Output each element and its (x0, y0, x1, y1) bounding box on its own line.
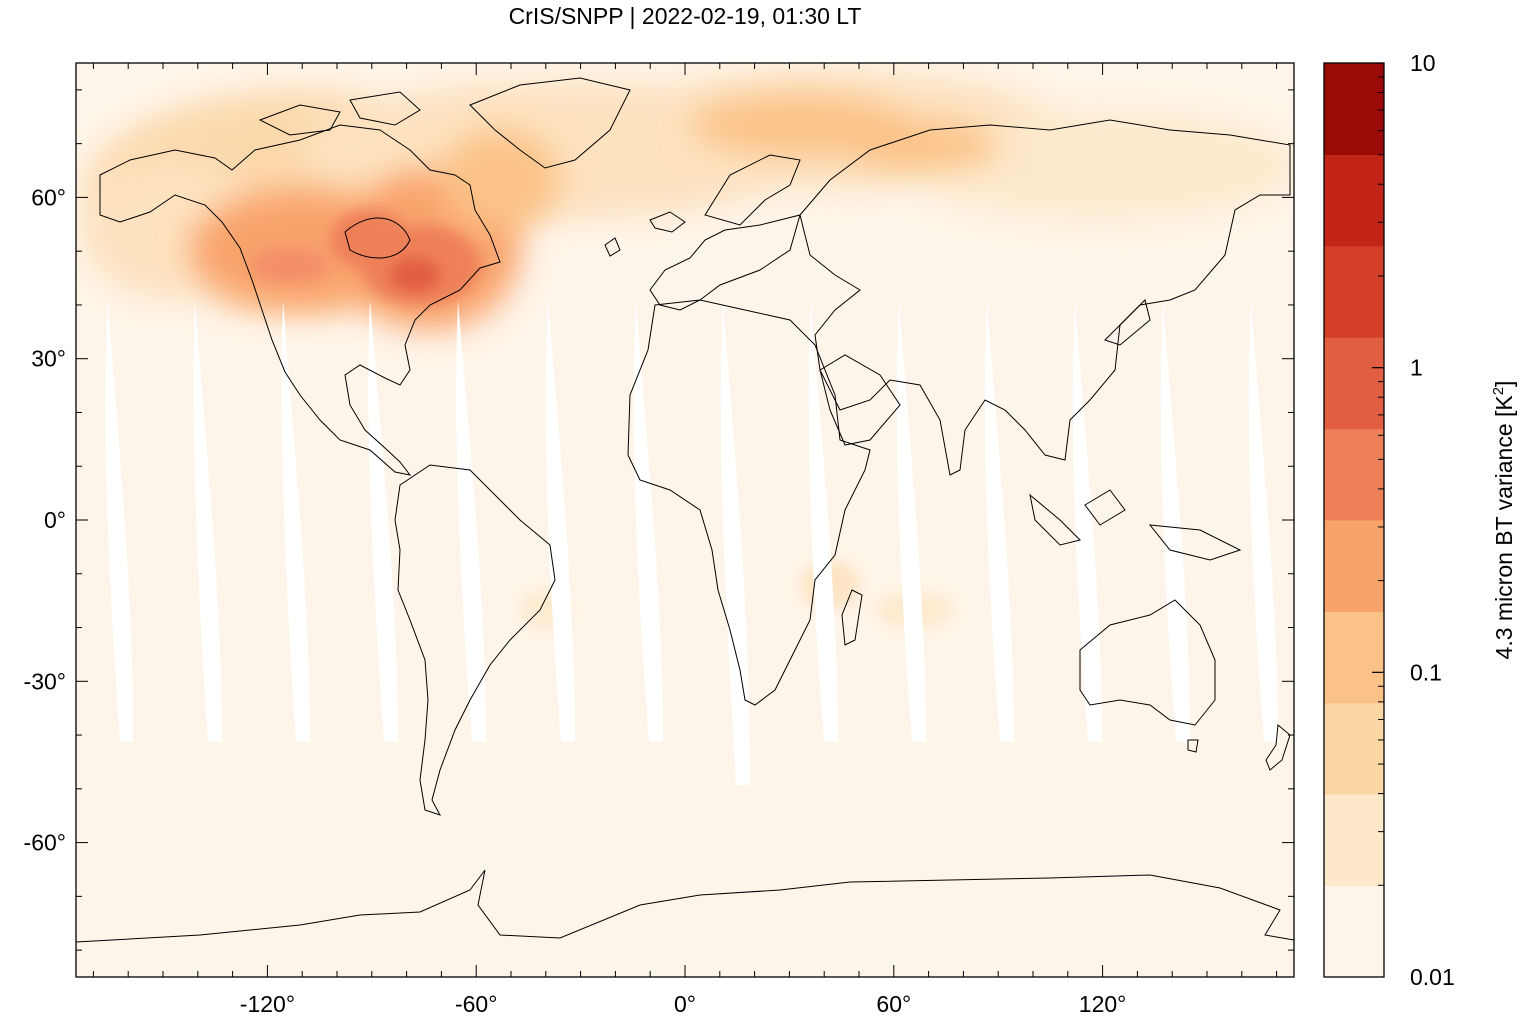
y-tick-label: -60° (24, 830, 66, 856)
y-tick-label: 30° (31, 346, 66, 372)
colorbar-level (1324, 794, 1384, 887)
colorbar-level (1324, 702, 1384, 795)
y-tick-label: 60° (31, 184, 66, 210)
colorbar-level (1324, 428, 1384, 521)
y-tick-label: -30° (24, 668, 66, 694)
map-labels: -120° -60° 0° 60° 120° 60° 30° 0° -30° -60° (24, 184, 1127, 1017)
x-tick-label: 120° (1079, 991, 1127, 1017)
y-tick-label: 0° (44, 507, 66, 533)
figure-title: CrIS/SNPP | 2022-02-19, 01:30 LT (509, 3, 862, 29)
coastlines (76, 77, 1294, 943)
map-plot: -120° -60° 0° 60° 120° 60° 30° 0° -30° -60° (24, 62, 1295, 1017)
colorbar-tick-label: 1 (1410, 355, 1423, 381)
map-ticks (76, 63, 1294, 977)
x-tick-label: 0° (674, 991, 696, 1017)
colorbar-level (1324, 520, 1384, 612)
colorbar-level (1324, 611, 1384, 704)
colorbar-label: 4.3 micron BT variance [K2] (1490, 381, 1517, 660)
colorbar-tick-label: 0.01 (1410, 964, 1455, 990)
colorbar: 10 1 0.1 0.01 4.3 micron BT variance [K2] (1323, 50, 1517, 990)
colorbar-frame (1323, 62, 1385, 978)
colorbar-tick-label: 10 (1410, 50, 1436, 76)
x-tick-label: 60° (876, 991, 911, 1017)
colorbar-tick-label: 0.1 (1410, 659, 1442, 685)
colorbar-level (1324, 245, 1384, 338)
colorbar-level (1324, 63, 1384, 155)
colorbar-level (1324, 337, 1384, 430)
colorbar-level (1324, 885, 1384, 978)
x-tick-label: -120° (240, 991, 295, 1017)
colorbar-level (1324, 154, 1384, 247)
x-tick-label: -60° (455, 991, 497, 1017)
orbit-gaps (105, 300, 1278, 785)
